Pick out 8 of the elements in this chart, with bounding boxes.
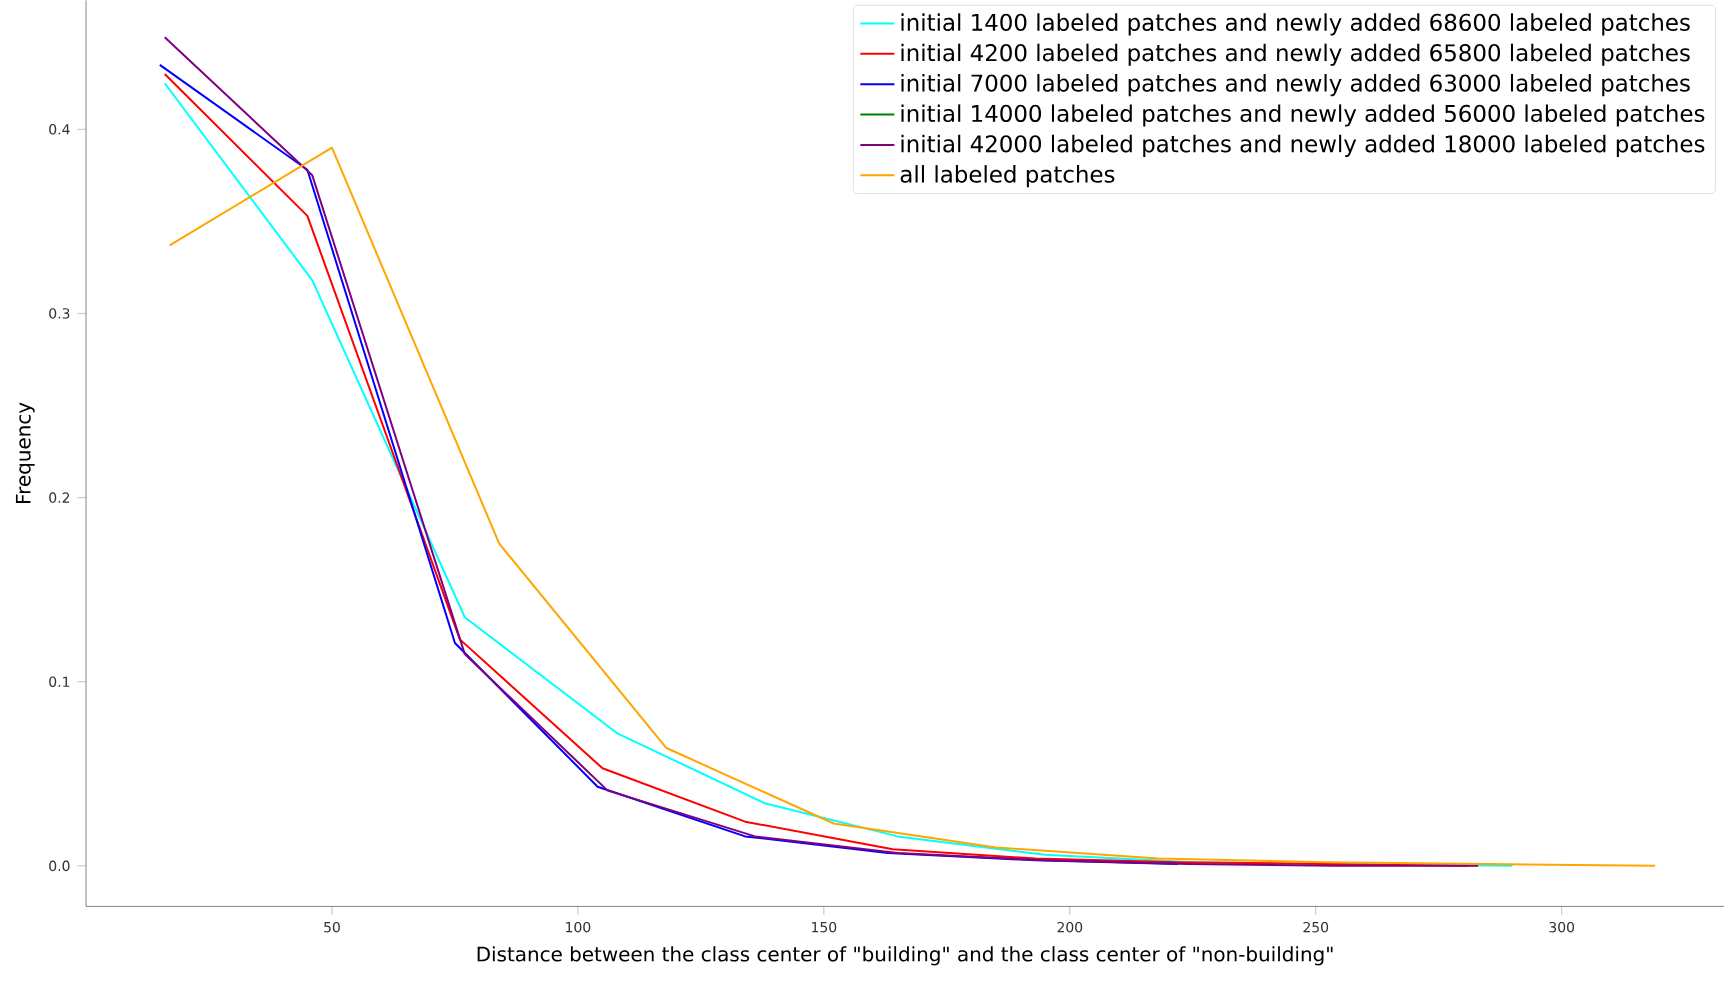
legend-label: initial 14000 labeled patches and newly added 56000 labeled patches	[901, 104, 1705, 127]
legend-label: initial 7000 labeled patches and newly added 63000 labeled patches	[901, 73, 1690, 96]
legend-label: initial 1400 labeled patches and newly added 68600 labeled patches	[901, 13, 1690, 36]
legend-label: all labeled patches	[900, 164, 1115, 188]
legend-label: initial 4200 labeled patches and newly added 65800 labeled patches	[901, 43, 1690, 66]
y-axis-title: Frequency	[15, 402, 35, 503]
x-axis-title: Distance between the class center of "building" and the class center of "non-building"	[477, 945, 1333, 966]
legend-label: initial 42000 labeled patches and newly added 18000 labeled patches	[901, 134, 1705, 157]
